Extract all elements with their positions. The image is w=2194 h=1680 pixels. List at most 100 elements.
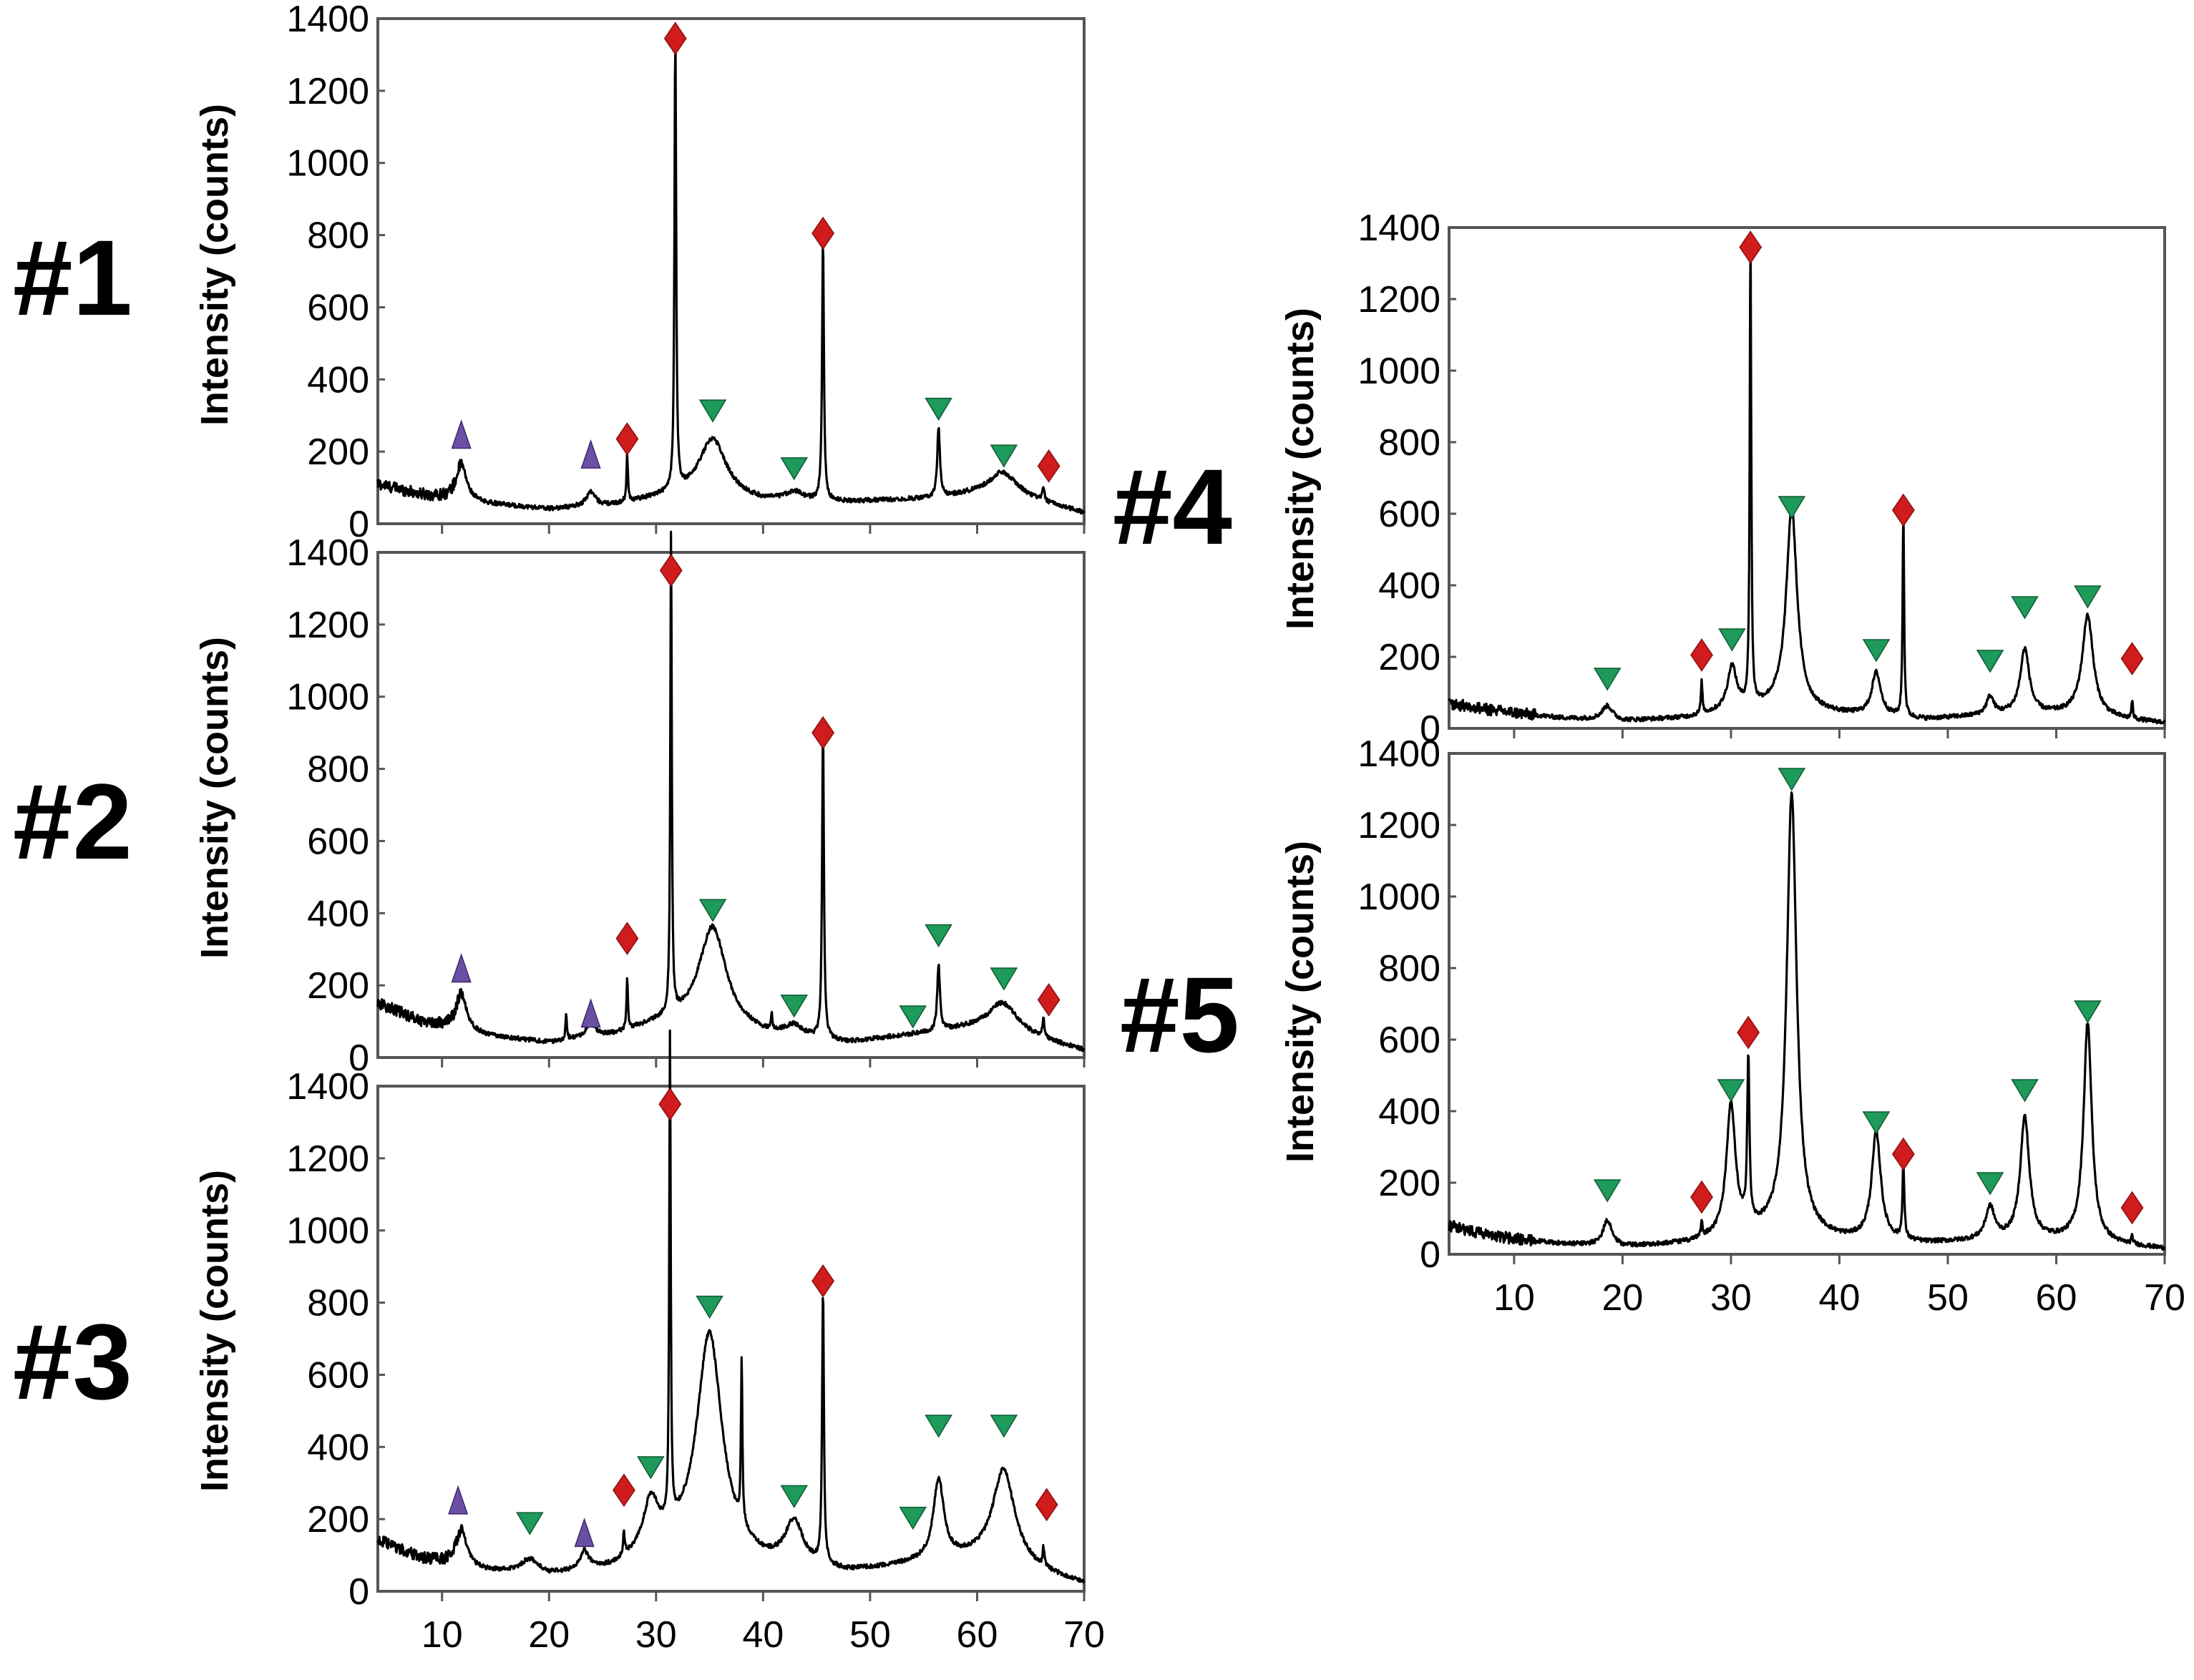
diamond-marker: [2120, 1191, 2144, 1225]
x-tick-label: 70: [2144, 1277, 2185, 1319]
up-triangle-marker: [574, 1517, 595, 1548]
xrd-trace: [1448, 791, 2166, 1251]
diamond-marker: [811, 216, 835, 250]
down-triangle-marker: [2074, 1000, 2102, 1024]
diamond-marker: [1037, 449, 1061, 483]
down-triangle-marker: [698, 399, 727, 423]
x-tick-label: 50: [1927, 1277, 1969, 1319]
diamond-marker: [615, 922, 639, 955]
down-triangle-marker: [1862, 639, 1891, 663]
y-tick-label: 200: [307, 965, 369, 1007]
y-tick-label: 1400: [286, 0, 369, 40]
diamond-marker: [2120, 642, 2144, 675]
y-tick-label: 600: [307, 1354, 369, 1396]
x-tick-label: 40: [742, 1614, 784, 1656]
down-triangle-marker: [516, 1512, 544, 1535]
y-tick-label: 800: [1378, 948, 1440, 990]
y-axis-title: Intensity (counts): [193, 637, 236, 959]
up-triangle-marker: [580, 439, 601, 469]
sample-label: #4: [1113, 446, 1232, 567]
down-triangle-marker: [2011, 596, 2039, 620]
y-tick-label: 800: [307, 1283, 369, 1324]
panel-4: #4 Intensity (counts) 0 200 400 600 800 1000 1…: [1113, 207, 2166, 750]
panel-3: #3 Intensity (counts) 020040060080010001…: [13, 1029, 1105, 1656]
y-tick-label: 600: [307, 821, 369, 862]
plot-frame: [1448, 226, 2166, 730]
y-axis-title: Intensity (counts): [1279, 308, 1322, 630]
y-tick-label: 600: [1378, 1020, 1440, 1061]
diamond-marker: [811, 1264, 835, 1298]
y-tick-label: 600: [1378, 494, 1440, 535]
y-tick-label: 1400: [1357, 207, 1440, 249]
diamond-marker: [1891, 493, 1915, 527]
down-triangle-marker: [925, 1415, 952, 1438]
sample-label: #1: [13, 218, 132, 338]
up-triangle-marker: [580, 998, 601, 1028]
y-tick-label: 1000: [1357, 876, 1440, 918]
diamond-marker: [1035, 1488, 1058, 1522]
diamond-marker: [613, 1473, 635, 1508]
y-tick-label: 1400: [286, 532, 369, 574]
xrd-trace: [376, 1029, 1085, 1584]
x-tick-label: 70: [1063, 1614, 1105, 1656]
down-triangle-marker: [1778, 768, 1806, 791]
y-tick-label: 0: [348, 1037, 369, 1079]
down-triangle-marker: [2011, 1079, 2039, 1103]
y-tick-label: 1400: [1357, 733, 1440, 775]
y-tick-label: 400: [1378, 1091, 1440, 1133]
y-tick-label: 400: [1378, 565, 1440, 607]
down-triangle-marker: [780, 1485, 809, 1508]
down-triangle-marker: [899, 1506, 927, 1530]
down-triangle-marker: [780, 457, 809, 481]
y-tick-label: 1200: [286, 605, 369, 646]
xrd-trace: [376, 35, 1086, 515]
down-triangle-marker: [698, 899, 727, 922]
x-tick-label: 20: [1602, 1277, 1644, 1319]
diamond-marker: [1690, 638, 1713, 672]
down-triangle-marker: [2074, 585, 2102, 609]
y-tick-label: 200: [1378, 1163, 1440, 1204]
diamond-marker: [1690, 1180, 1713, 1214]
up-triangle-marker: [451, 419, 472, 449]
down-triangle-marker: [1717, 1079, 1745, 1103]
down-triangle-marker: [1718, 628, 1746, 652]
y-axis-title: Intensity (counts): [1279, 841, 1322, 1163]
down-triangle-marker: [1593, 668, 1622, 691]
down-triangle-marker: [780, 995, 809, 1018]
diamond-marker: [659, 553, 683, 587]
down-triangle-marker: [990, 967, 1018, 991]
plot-frame: [376, 551, 1086, 1059]
diamond-marker: [615, 422, 639, 456]
y-tick-label: 0: [348, 504, 369, 545]
down-triangle-marker: [925, 924, 952, 948]
y-tick-label: 1200: [1357, 279, 1440, 321]
diamond-marker: [1037, 982, 1061, 1017]
diamond-marker: [1739, 230, 1762, 264]
y-tick-label: 400: [307, 893, 369, 934]
x-tick-label: 60: [2036, 1277, 2077, 1319]
down-triangle-marker: [1976, 650, 2004, 673]
down-triangle-marker: [1778, 496, 1806, 519]
x-tick-label: 40: [1819, 1277, 1861, 1319]
down-triangle-marker: [1976, 1172, 2004, 1196]
y-tick-label: 1200: [286, 71, 369, 112]
y-axis-title: Intensity (counts): [193, 1170, 236, 1492]
down-triangle-marker: [990, 444, 1018, 468]
y-tick-label: 1000: [286, 677, 369, 718]
y-tick-label: 1400: [286, 1066, 369, 1108]
chart-area: 0 200 400 600 800 1000 1200 1400 10 20 30 40 50 60 70: [286, 1029, 1105, 1656]
y-tick-label: 800: [1378, 422, 1440, 464]
up-triangle-marker: [451, 953, 472, 983]
chart-area: 0 200 400 600 800 1000 1200 1400: [286, 0, 1086, 545]
sample-label: #3: [13, 1301, 132, 1422]
down-triangle-marker: [696, 1295, 723, 1319]
y-tick-label: 1000: [286, 1211, 369, 1252]
y-tick-label: 1000: [286, 143, 369, 185]
y-tick-label: 800: [307, 749, 369, 791]
x-tick-label: 10: [1493, 1277, 1535, 1319]
down-triangle-marker: [990, 1415, 1018, 1438]
y-tick-label: 800: [307, 215, 369, 257]
x-tick-label: 20: [528, 1614, 570, 1656]
diamond-marker: [663, 21, 687, 56]
